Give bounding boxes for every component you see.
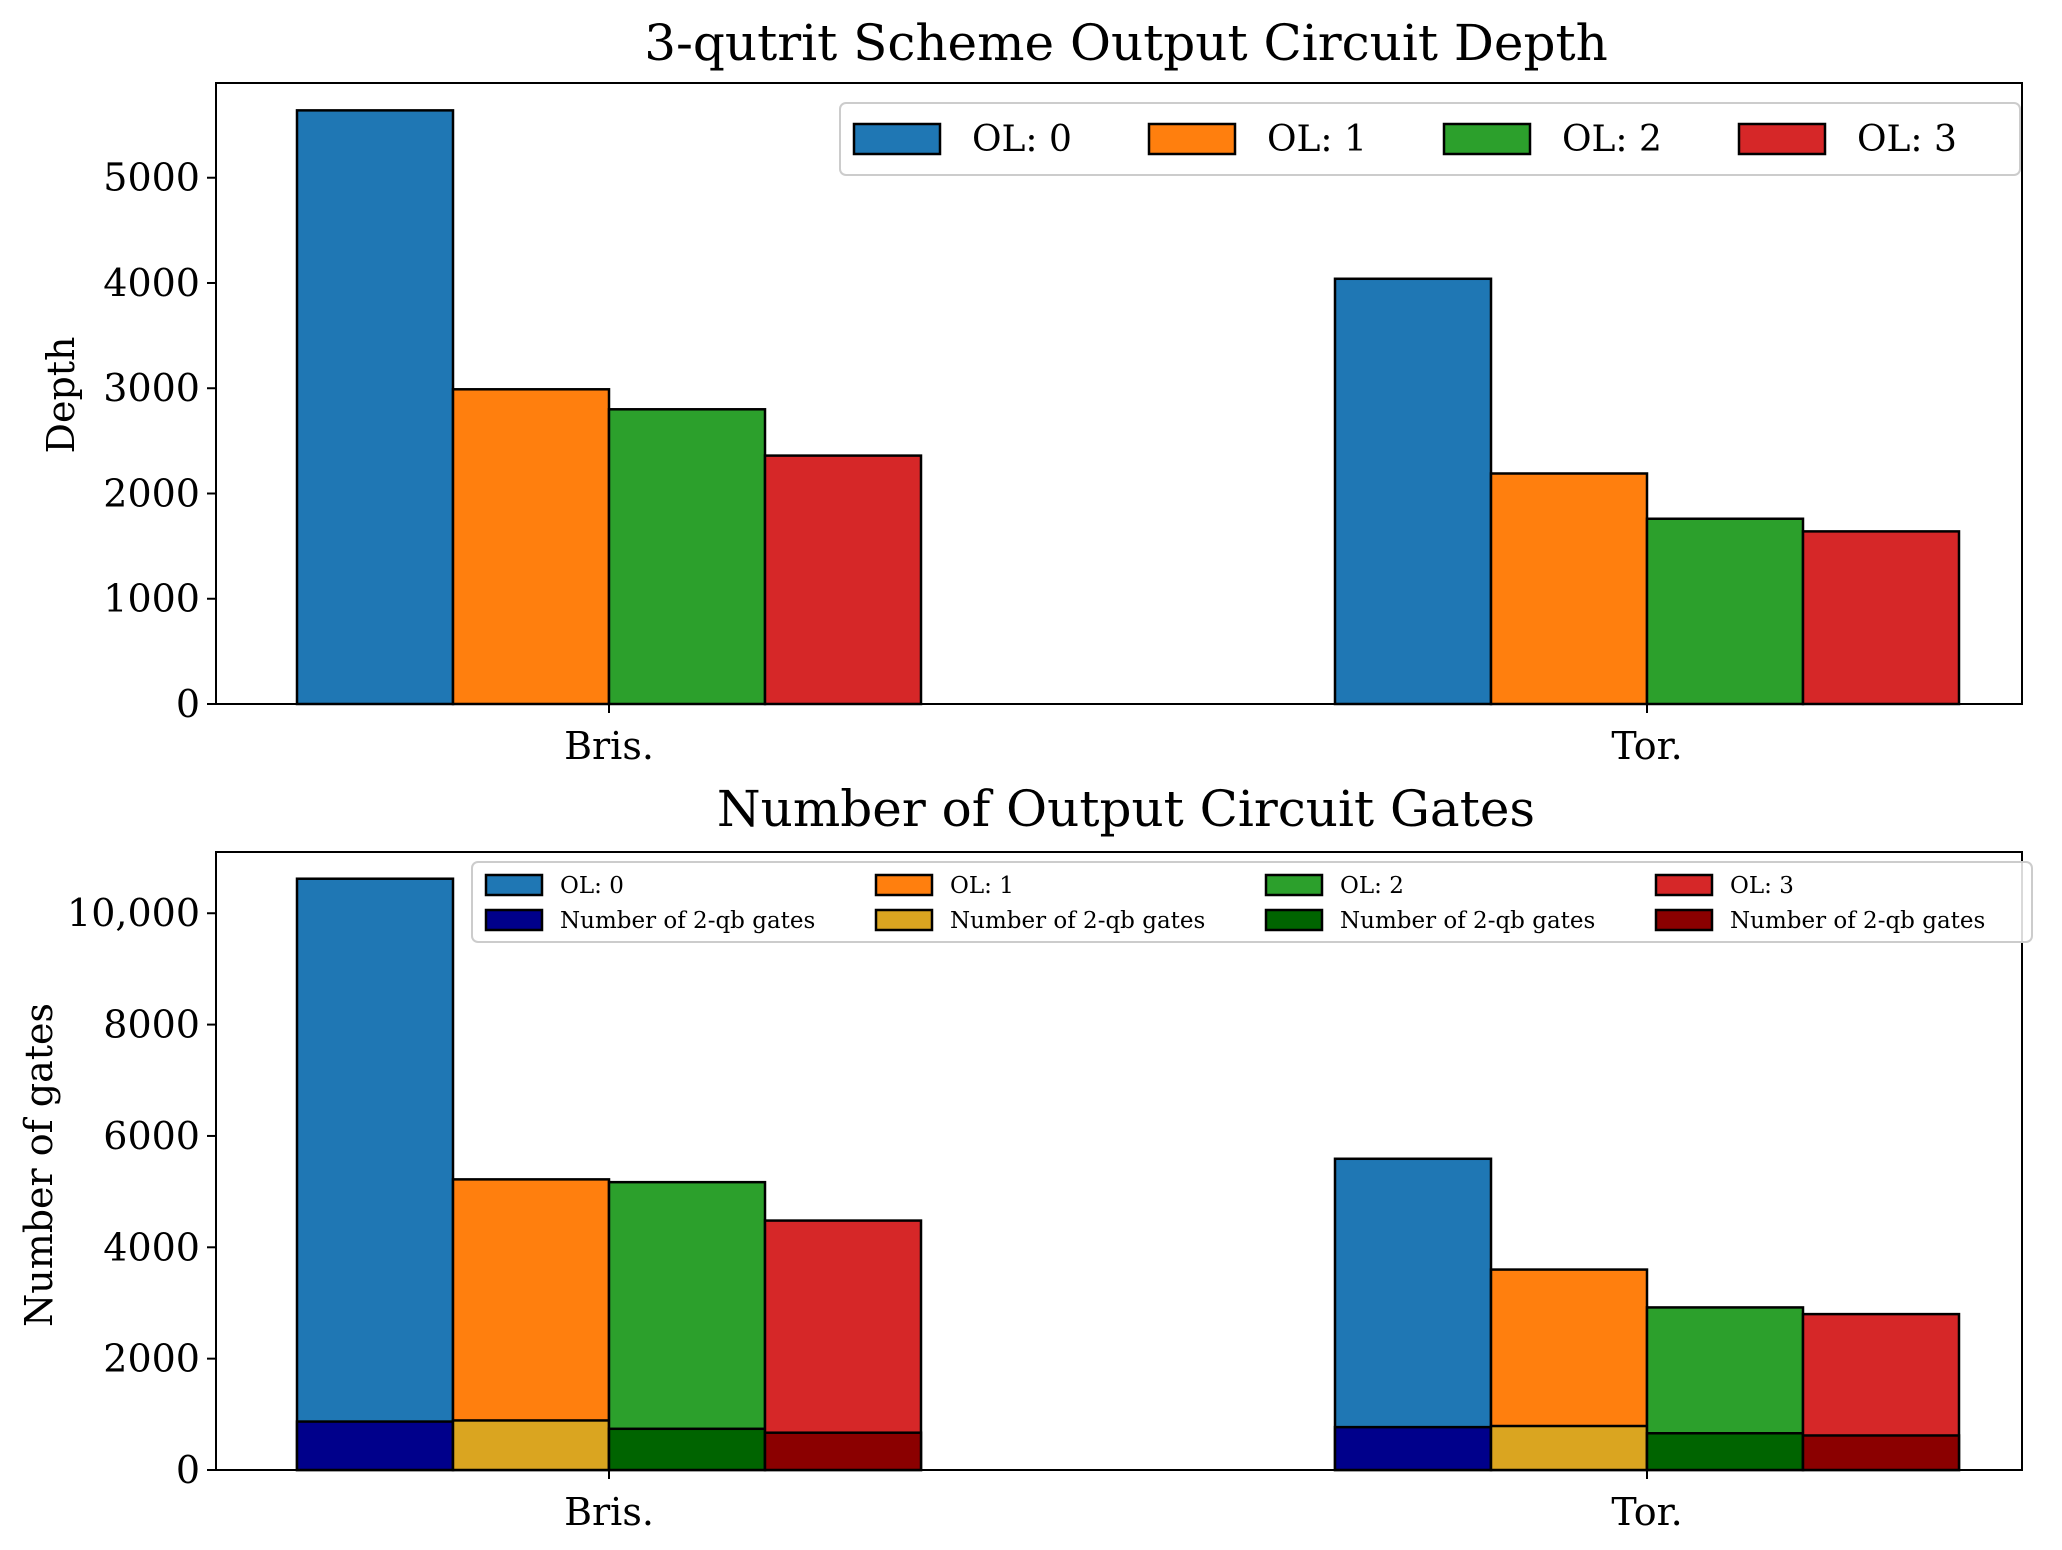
depth-plot-frame xyxy=(215,82,2023,705)
gates-legend-overlay-swatch xyxy=(874,908,934,932)
depth-legend-label: OL: 1 xyxy=(1267,119,1367,160)
gates-legend-label: OL: 1 xyxy=(950,873,1014,899)
depth-chart: 3-qutrit Scheme Output Circuit Depth Dep… xyxy=(39,14,2023,768)
depth-y-tick-label: 5000 xyxy=(103,156,200,200)
gates-y-tick-label: 4000 xyxy=(103,1225,200,1269)
depth-legend-swatch xyxy=(1442,122,1532,156)
gates-legend-overlay-swatch xyxy=(1264,908,1324,932)
gates-legend-overlay-swatch xyxy=(1654,908,1714,932)
gates-y-tick-label: 8000 xyxy=(103,1003,200,1047)
depth-bar-tor-ol3 xyxy=(1801,530,1961,706)
depth-bar-tor-ol1 xyxy=(1489,472,1649,706)
gates-y-axis-label: Number of gates xyxy=(17,1003,61,1327)
gates-bar-bris-ol2 xyxy=(607,1180,767,1472)
gates-legend-overlay-label: Number of 2-qb gates xyxy=(950,908,1205,934)
depth-bar-bris-ol3 xyxy=(763,454,923,706)
gates-bars xyxy=(295,877,1961,1472)
gates-legend-frame xyxy=(471,861,2033,943)
depth-bar-tor-ol0 xyxy=(1333,277,1493,706)
gates-overlay-bar-tor-ol3 xyxy=(1801,1434,1961,1472)
depth-bar-tor-ol2 xyxy=(1645,517,1805,706)
gates-overlay-bar-bris-ol0 xyxy=(295,1420,455,1472)
gates-legend-overlay-label: Number of 2-qb gates xyxy=(1730,908,1985,934)
gates-legend-swatch xyxy=(874,873,934,897)
gates-y-tick-label: 0 xyxy=(176,1448,200,1492)
gates-chart: Number of Output Circuit Gates Number of… xyxy=(17,780,2033,1534)
gates-x-tick-label: Bris. xyxy=(564,1490,654,1534)
gates-legend-overlay-label: Number of 2-qb gates xyxy=(560,908,815,934)
gates-legend-overlay-label: Number of 2-qb gates xyxy=(1340,908,1595,934)
gates-legend-label: OL: 3 xyxy=(1730,873,1794,899)
depth-x-tick-label: Bris. xyxy=(564,724,654,768)
gates-y-tick-label: 10,000 xyxy=(67,891,200,935)
gates-bar-bris-ol0 xyxy=(295,877,455,1472)
depth-x-tick-label: Tor. xyxy=(1611,724,1682,768)
gates-x-tick-label: Tor. xyxy=(1611,1490,1682,1534)
depth-y-tick-label: 1000 xyxy=(103,577,200,621)
gates-overlay-bar-tor-ol2 xyxy=(1645,1432,1805,1472)
gates-legend-swatch xyxy=(484,873,544,897)
gates-legend-label: OL: 0 xyxy=(560,873,624,899)
depth-axis-ticks: Bris. Tor. 0 1000 2000 3000 4000 5000 xyxy=(103,156,1682,768)
depth-legend-swatch xyxy=(1737,122,1827,156)
depth-y-axis-label: Depth xyxy=(39,336,83,453)
gates-legend-swatch xyxy=(1654,873,1714,897)
gates-overlay-bar-bris-ol2 xyxy=(607,1427,767,1472)
depth-y-tick-label: 3000 xyxy=(103,366,200,410)
depth-bar-bris-ol1 xyxy=(451,388,611,706)
gates-overlay-bar-bris-ol1 xyxy=(451,1419,611,1472)
gates-overlay-bar-bris-ol3 xyxy=(763,1431,923,1472)
gates-legend-overlay-swatch xyxy=(484,908,544,932)
gates-legend-label: OL: 2 xyxy=(1340,873,1404,899)
depth-legend-label: OL: 2 xyxy=(1562,119,1662,160)
depth-y-tick-label: 2000 xyxy=(103,471,200,515)
depth-bar-bris-ol2 xyxy=(607,408,767,706)
gates-chart-title: Number of Output Circuit Gates xyxy=(717,780,1535,838)
gates-overlay-bar-tor-ol0 xyxy=(1333,1425,1493,1472)
gates-axis-ticks: Bris. Tor. 0 2000 4000 6000 8000 10,000 xyxy=(67,891,1683,1534)
depth-bars xyxy=(295,109,1961,706)
gates-plot-frame xyxy=(215,851,2023,1471)
depth-legend-swatch xyxy=(1147,122,1237,156)
depth-y-tick-label: 4000 xyxy=(103,261,200,305)
depth-bar-bris-ol0 xyxy=(295,109,455,706)
depth-chart-title: 3-qutrit Scheme Output Circuit Depth xyxy=(644,14,1608,72)
depth-legend-label: OL: 3 xyxy=(1857,119,1957,160)
depth-legend: OL: 0 OL: 1 OL: 2 OL: 3 xyxy=(839,102,2021,176)
depth-y-tick-label: 0 xyxy=(176,682,200,726)
gates-y-tick-label: 2000 xyxy=(103,1337,200,1381)
depth-legend-label: OL: 0 xyxy=(972,119,1072,160)
depth-legend-swatch xyxy=(852,122,942,156)
gates-overlay-bar-tor-ol1 xyxy=(1489,1424,1649,1472)
gates-legend: OL: 0 Number of 2-qb gates OL: 1 Number of … xyxy=(471,861,2033,943)
gates-y-tick-label: 6000 xyxy=(103,1114,200,1158)
gates-bar-tor-ol0 xyxy=(1333,1157,1493,1472)
depth-legend-frame xyxy=(839,102,2021,176)
gates-legend-swatch xyxy=(1264,873,1324,897)
